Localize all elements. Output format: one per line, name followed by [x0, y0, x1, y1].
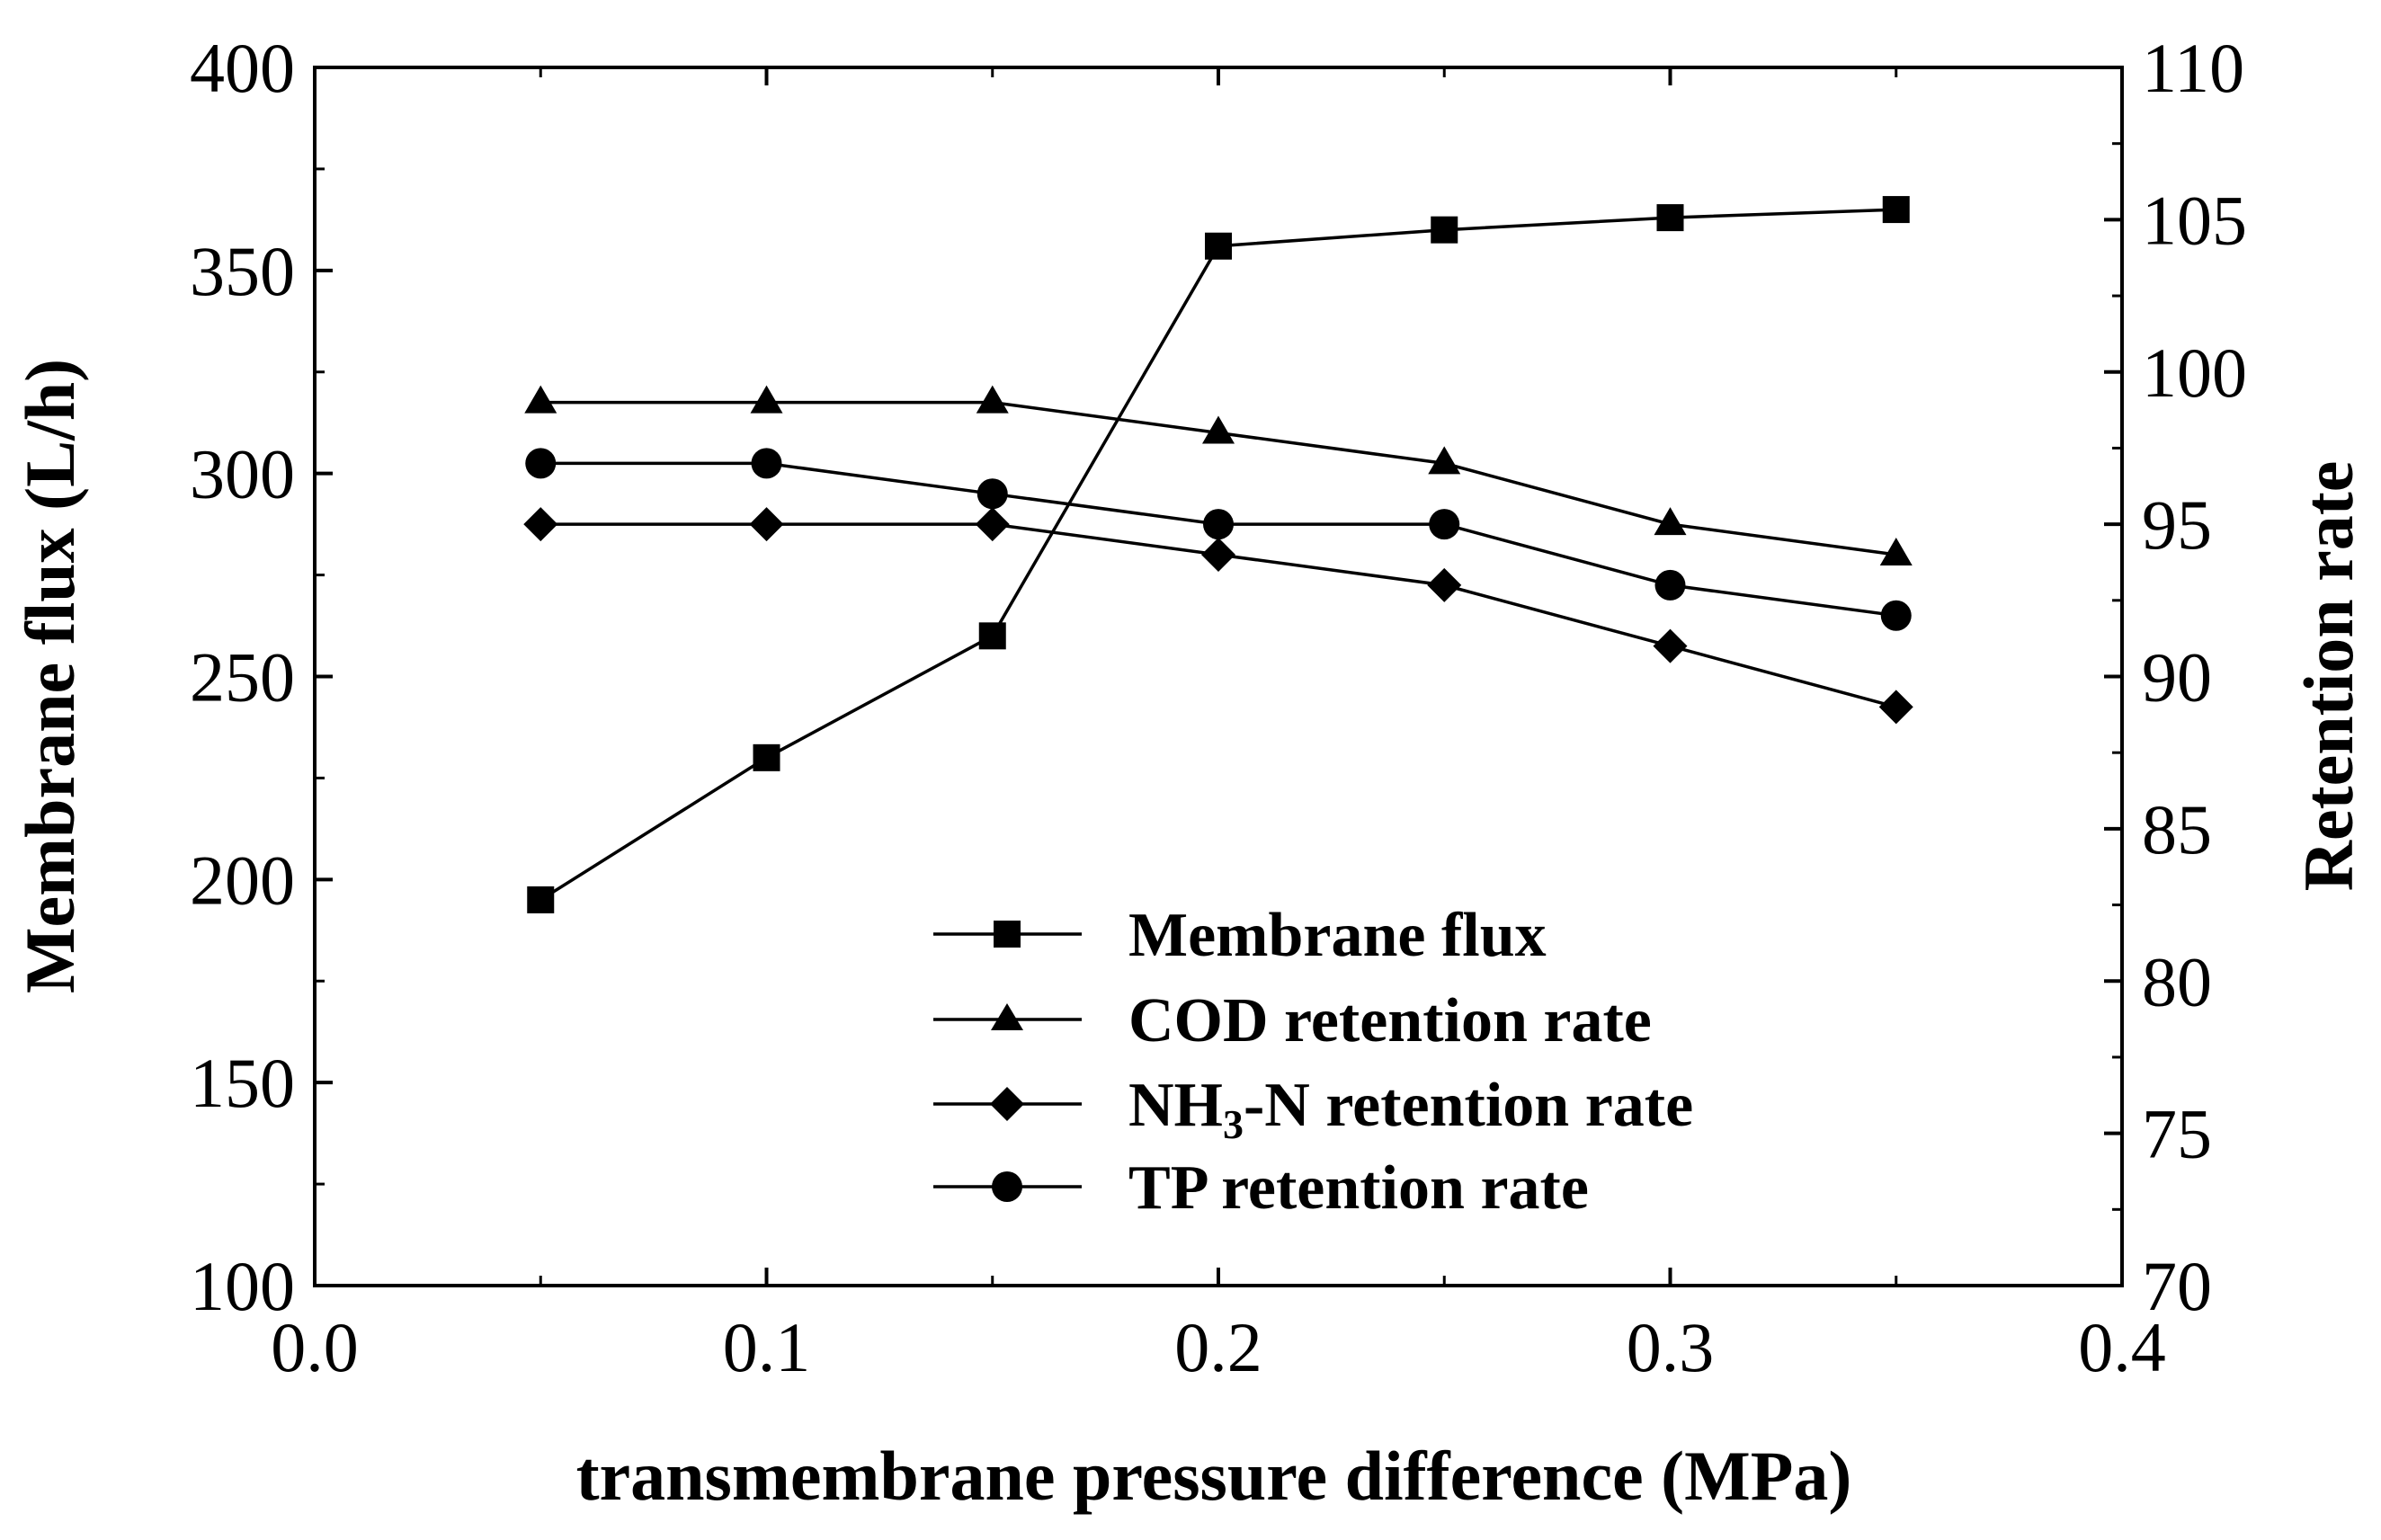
data-point-square [978, 622, 1006, 650]
data-point-circle [976, 478, 1008, 510]
data-point-square [1431, 216, 1458, 244]
y-right-tick-label: 90 [2142, 638, 2212, 717]
legend-marker-circle [992, 1171, 1022, 1202]
legend-entry-nh3n: NH3-N retention rate [933, 1071, 1693, 1147]
y-left-tick-label: 300 [190, 435, 295, 513]
y-right-tick-label: 80 [2142, 942, 2212, 1020]
legend-label-nh3n: NH3-N retention rate [1128, 1071, 1693, 1147]
data-point-diamond [1878, 690, 1913, 725]
y-right-tick-label: 105 [2142, 181, 2247, 259]
legend-nh3-suffix: -N retention rate [1244, 1071, 1693, 1140]
series-group [523, 196, 1913, 913]
y-left-tick-label: 250 [190, 638, 295, 717]
data-point-circle [1429, 509, 1460, 540]
y-right-tick-label: 100 [2142, 334, 2247, 412]
legend-entry-cod: COD retention rate [933, 986, 1652, 1055]
x-tick-label: 0.0 [271, 1308, 359, 1386]
y-right-tick-label: 75 [2142, 1095, 2212, 1173]
data-point-square [1882, 196, 1910, 224]
data-point-triangle [1879, 538, 1913, 565]
data-point-circle [1203, 509, 1234, 540]
y-left-tick-label: 400 [190, 29, 295, 107]
data-point-square [1205, 232, 1232, 260]
legend-entry-membrane-flux: Membrane flux [933, 901, 1547, 970]
data-point-circle [1654, 569, 1686, 601]
data-point-circle [751, 448, 782, 479]
legend-nh3-prefix: NH [1128, 1071, 1223, 1140]
x-tick-label: 0.4 [2078, 1308, 2166, 1386]
y-left-axis-title: Membrane flux (L/h) [11, 359, 89, 993]
y-right-tick-label: 95 [2142, 485, 2212, 564]
legend: Membrane flux COD retention rate NH3-N r… [933, 901, 1693, 1223]
y-right-tick-label: 70 [2142, 1247, 2212, 1325]
data-point-square [527, 886, 555, 913]
legend-marker-triangle [991, 1003, 1023, 1030]
x-axis-title: transmembrane pressure difference (MPa) [576, 1437, 1852, 1515]
x-tick-label: 0.3 [1627, 1308, 1715, 1386]
data-point-circle [1880, 600, 1912, 631]
data-point-diamond [1201, 538, 1235, 572]
legend-marker-diamond [990, 1087, 1024, 1121]
data-point-square [753, 743, 780, 771]
y-left-tick-label: 100 [190, 1247, 295, 1325]
data-point-diamond [1653, 628, 1688, 663]
data-point-diamond [975, 507, 1010, 542]
legend-entry-tp: TP retention rate [933, 1153, 1589, 1223]
y-left-tick-label: 150 [190, 1044, 295, 1122]
data-point-triangle [1202, 415, 1235, 444]
y-right-tick-label: 85 [2142, 790, 2212, 868]
data-point-triangle [524, 385, 557, 414]
x-tick-label: 0.1 [723, 1308, 811, 1386]
data-point-triangle [1428, 446, 1461, 475]
data-point-triangle [750, 385, 783, 414]
data-point-square [1656, 204, 1684, 232]
y-right-axis-title: Retention rate [2289, 461, 2368, 892]
y-left-tick-label: 350 [190, 232, 295, 310]
legend-marker-square [994, 921, 1021, 948]
legend-label-flux: Membrane flux [1128, 901, 1547, 970]
data-point-triangle [976, 385, 1009, 414]
data-point-triangle [1654, 507, 1687, 536]
data-point-diamond [1427, 567, 1462, 602]
axis-ticks [313, 66, 2124, 1287]
legend-label-cod: COD retention rate [1128, 986, 1652, 1055]
tick-labels: 0.0 0.1 0.2 0.3 0.4 100 150 200 250 300 350 400 70 75… [190, 29, 2247, 1386]
data-point-diamond [749, 507, 784, 542]
legend-nh3-subscript: 3 [1223, 1101, 1244, 1147]
legend-label-tp: TP retention rate [1128, 1153, 1589, 1223]
y-left-tick-label: 200 [190, 841, 295, 919]
y-right-tick-label: 110 [2142, 29, 2244, 107]
x-tick-label: 0.2 [1174, 1308, 1262, 1386]
data-point-circle [525, 448, 557, 479]
data-point-diamond [523, 507, 558, 542]
